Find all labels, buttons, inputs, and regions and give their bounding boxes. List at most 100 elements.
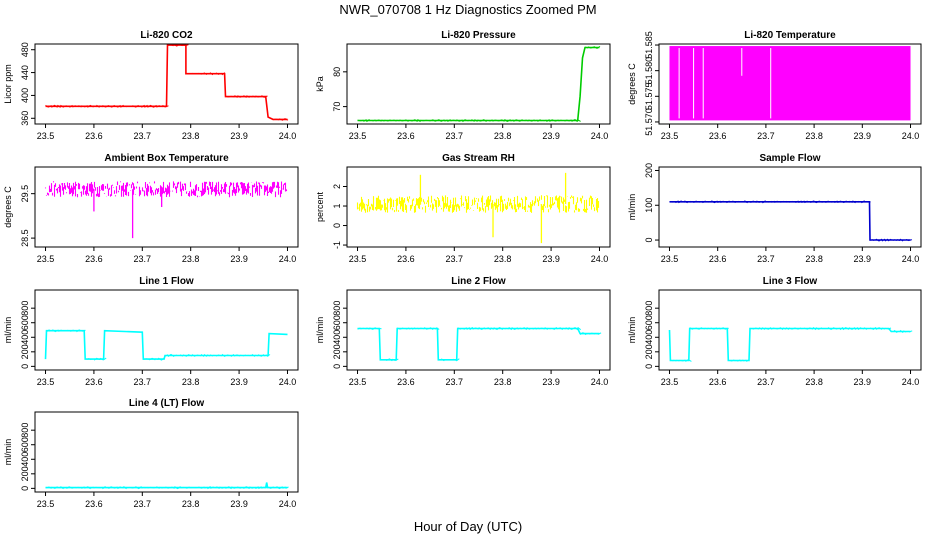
y-tick-label: 600 — [20, 437, 30, 452]
x-tick-label: 24.0 — [902, 254, 920, 264]
x-tick-label: 23.6 — [85, 499, 103, 509]
x-tick-label: 23.9 — [542, 377, 560, 387]
panel-0: Li-820 CO2 Licor ppm 23.5 23.6 23.7 23.8 23.9 2… — [3, 30, 299, 141]
panel-frame — [658, 289, 922, 371]
y-tick-label: 0 — [644, 238, 654, 243]
x-tick-label: 24.0 — [902, 377, 920, 387]
figure-xlabel: Hour of Day (UTC) — [414, 519, 522, 534]
panel-frame — [346, 166, 611, 248]
y-tick-label: 800 — [20, 301, 30, 316]
x-tick-label: 23.6 — [397, 377, 415, 387]
panel-ylabel: degrees C — [627, 63, 637, 105]
x-tick-label: 23.8 — [805, 254, 823, 264]
y-tick-label: 51.575 — [644, 83, 654, 111]
series-line — [357, 46, 600, 122]
x-tick-label: 23.5 — [37, 131, 55, 141]
panel-title: Sample Flow — [759, 153, 820, 164]
x-tick-label: 24.0 — [591, 254, 609, 264]
x-tick-label: 23.9 — [230, 499, 248, 509]
y-tick-label: 80 — [332, 67, 342, 77]
series-line — [45, 44, 288, 121]
x-tick-label: 23.7 — [134, 254, 152, 264]
panel-7: Line 2 Flow ml/min 23.5 23.6 23.7 23.8 23.9 24.… — [315, 276, 611, 387]
x-tick-label: 23.8 — [494, 131, 512, 141]
x-tick-label: 23.9 — [854, 377, 872, 387]
x-tick-label: 23.8 — [805, 131, 823, 141]
y-tick-label: 2 — [332, 184, 342, 189]
series-noise — [357, 326, 602, 362]
panel-2: Li-820 Temperature degrees C 23.5 23.6 23.7 2… — [627, 30, 922, 141]
x-tick-label: 23.5 — [37, 254, 55, 264]
panel-title: Line 4 (LT) Flow — [129, 398, 205, 409]
panel-6: Line 1 Flow ml/min 23.5 23.6 23.7 23.8 23.9 24.… — [3, 276, 299, 387]
y-tick-label: 200 — [644, 163, 654, 178]
x-tick-label: 24.0 — [279, 499, 297, 509]
series-line — [357, 327, 600, 361]
panel-frame — [658, 166, 922, 248]
x-tick-label: 23.7 — [446, 377, 464, 387]
x-tick-label: 24.0 — [279, 254, 297, 264]
series-band — [669, 46, 911, 121]
panel-ylabel: ml/min — [315, 317, 325, 344]
panel-title: Ambient Box Temperature — [104, 153, 229, 164]
y-tick-label: 600 — [20, 315, 30, 330]
panel-ylabel: ml/min — [627, 194, 637, 221]
x-tick-label: 23.9 — [854, 131, 872, 141]
y-tick-label: 0 — [644, 364, 654, 369]
x-tick-label: 23.7 — [757, 377, 775, 387]
series-noise — [357, 45, 601, 123]
x-tick-label: 23.6 — [85, 131, 103, 141]
y-tick-label: 200 — [644, 344, 654, 359]
y-tick-label: 200 — [20, 344, 30, 359]
y-tick-label: -1 — [332, 241, 342, 249]
series-line — [45, 482, 288, 489]
x-tick-label: 23.6 — [397, 131, 415, 141]
panel-ylabel: kPa — [315, 76, 325, 92]
series-noise — [669, 200, 913, 242]
panel-title: Line 2 Flow — [451, 276, 506, 287]
y-tick-label: 600 — [332, 315, 342, 330]
y-tick-label: 29.5 — [20, 185, 30, 203]
y-tick-label: 360 — [20, 111, 30, 126]
x-tick-label: 23.6 — [397, 254, 415, 264]
panel-9: Line 4 (LT) Flow ml/min 23.5 23.6 23.7 23.8 23… — [3, 398, 299, 509]
panel-ylabel: ml/min — [627, 317, 637, 344]
x-tick-label: 23.5 — [661, 131, 679, 141]
panel-frame — [346, 289, 611, 371]
x-tick-label: 23.7 — [446, 131, 464, 141]
panel-1: Li-820 Pressure kPa 23.5 23.6 23.7 23.8 23.9 24… — [315, 30, 611, 141]
panel-ylabel: ml/min — [3, 439, 13, 466]
x-tick-label: 23.5 — [661, 254, 679, 264]
panel-ylabel: Licor ppm — [3, 64, 13, 104]
panel-frame — [34, 43, 299, 125]
panel-5: Sample Flow ml/min 23.5 23.6 23.7 23.8 23.9 24.… — [627, 153, 922, 264]
y-tick-label: 800 — [332, 301, 342, 316]
x-tick-label: 23.5 — [349, 377, 367, 387]
series-line — [44, 329, 288, 360]
x-tick-label: 23.5 — [37, 499, 55, 509]
x-tick-label: 23.7 — [757, 131, 775, 141]
x-tick-label: 23.6 — [709, 131, 727, 141]
x-tick-label: 23.7 — [134, 499, 152, 509]
panel-frame — [34, 289, 299, 371]
series-noise — [46, 329, 271, 361]
x-tick-label: 23.9 — [854, 254, 872, 264]
x-tick-label: 23.8 — [182, 254, 200, 264]
x-tick-label: 23.7 — [446, 254, 464, 264]
panel-title: Gas Stream RH — [442, 153, 515, 164]
y-tick-label: 0 — [332, 223, 342, 228]
y-tick-label: 51.580 — [644, 57, 654, 85]
y-tick-label: 0 — [20, 486, 30, 491]
panel-title: Li-820 Pressure — [441, 30, 516, 41]
panel-frame — [658, 43, 922, 125]
y-tick-label: 200 — [332, 344, 342, 359]
series-noise — [670, 326, 913, 362]
x-tick-label: 23.8 — [182, 499, 200, 509]
panel-4: Gas Stream RH percent 23.5 23.6 23.7 23.8 23.9… — [315, 153, 611, 264]
panel-ylabel: degrees C — [3, 186, 13, 228]
x-tick-label: 23.6 — [709, 377, 727, 387]
panel-3: Ambient Box Temperature degrees C 23.5 23.6… — [3, 153, 299, 264]
x-tick-label: 23.5 — [349, 254, 367, 264]
x-tick-label: 23.6 — [709, 254, 727, 264]
y-tick-label: 440 — [20, 65, 30, 80]
